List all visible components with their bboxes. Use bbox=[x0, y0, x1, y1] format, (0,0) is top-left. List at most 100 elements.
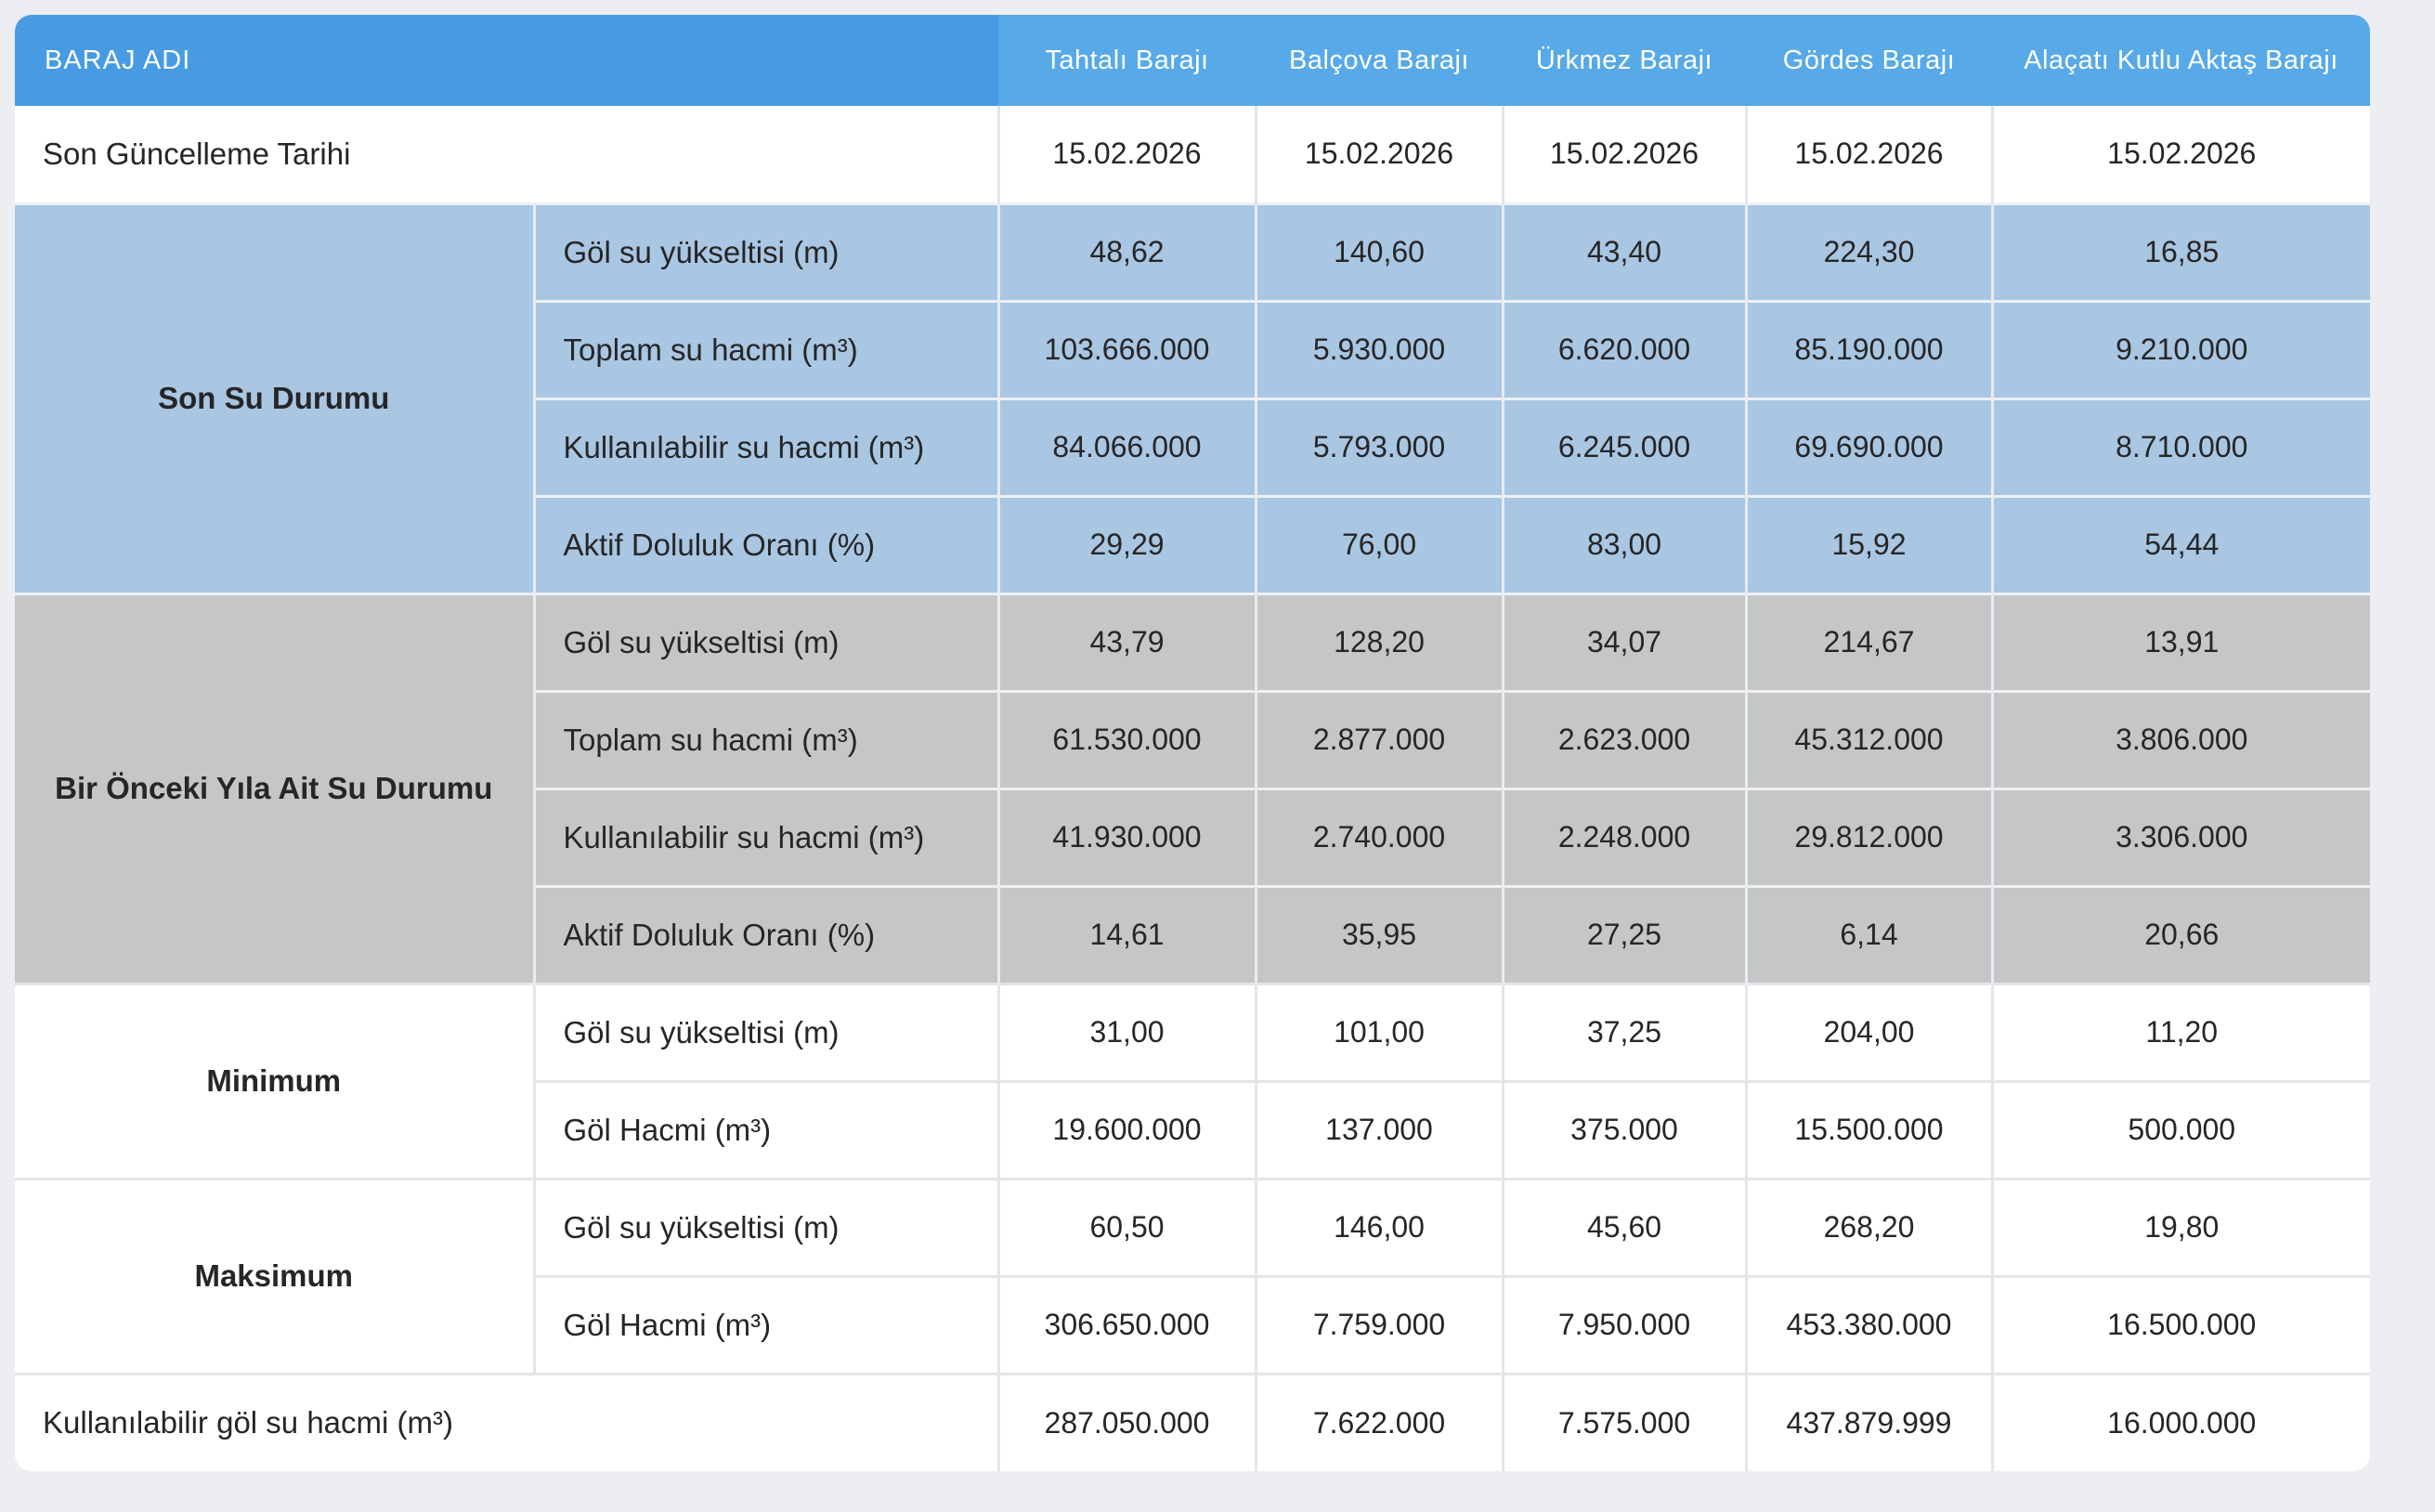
footer-row: Kullanılabilir göl su hacmi (m³) 287.050… bbox=[15, 1372, 2370, 1471]
value-cell: 5.793.000 bbox=[1254, 397, 1503, 496]
value-cell: 27,25 bbox=[1501, 884, 1746, 984]
table-row: Kullanılabilir su hacmi (m³) 41.930.000 … bbox=[15, 787, 2370, 886]
table-row: Minimum Göl su yükseltisi (m) 31,00 101,… bbox=[15, 982, 2370, 1179]
row-label: Kullanılabilir su hacmi (m³) bbox=[532, 787, 998, 886]
value-cell: 45.312.000 bbox=[1744, 689, 1992, 789]
value-cell: 85.190.000 bbox=[1744, 299, 1992, 398]
column-header-gordes: Gördes Barajı bbox=[1746, 15, 1992, 106]
value-cell: 500.000 bbox=[1990, 1079, 2370, 1179]
table-row: Aktif Doluluk Oranı (%) 14,61 35,95 27,2… bbox=[15, 884, 2370, 984]
value-cell: 146,00 bbox=[1254, 1177, 1503, 1276]
value-cell: 61.530.000 bbox=[996, 689, 1256, 789]
value-cell: 41.930.000 bbox=[996, 787, 1256, 886]
value-cell: 101,00 bbox=[1254, 982, 1503, 1081]
row-label: Göl su yükseltisi (m) bbox=[532, 592, 998, 691]
value-cell: 14,61 bbox=[996, 884, 1256, 984]
dam-status-card: BARAJ ADI Tahtalı Barajı Balçova Barajı … bbox=[15, 15, 2370, 1471]
value-cell: 15.02.2026 bbox=[1254, 106, 1503, 203]
row-label: Göl Hacmi (m³) bbox=[532, 1274, 998, 1374]
section-label-maksimum: Maksimum bbox=[15, 1177, 534, 1374]
header-baraj-adi: BARAJ ADI bbox=[15, 15, 998, 106]
table-row: Toplam su hacmi (m³) 103.666.000 5.930.0… bbox=[15, 299, 2370, 398]
value-cell: 84.066.000 bbox=[996, 397, 1256, 496]
value-cell: 140,60 bbox=[1254, 202, 1503, 301]
value-cell: 48,62 bbox=[996, 202, 1256, 301]
value-cell: 43,79 bbox=[996, 592, 1256, 691]
row-label-usable-lake-volume: Kullanılabilir göl su hacmi (m³) bbox=[15, 1372, 998, 1471]
value-cell: 29,29 bbox=[996, 494, 1256, 593]
table-row: Göl Hacmi (m³) 19.600.000 137.000 375.00… bbox=[15, 1079, 2370, 1179]
header-row: BARAJ ADI Tahtalı Barajı Balçova Barajı … bbox=[15, 15, 2370, 106]
value-cell: 2.623.000 bbox=[1501, 689, 1746, 789]
value-cell: 43,40 bbox=[1501, 202, 1746, 301]
value-cell: 128,20 bbox=[1254, 592, 1503, 691]
table-row: Toplam su hacmi (m³) 61.530.000 2.877.00… bbox=[15, 689, 2370, 789]
value-cell: 19.600.000 bbox=[996, 1079, 1256, 1179]
value-cell: 15.02.2026 bbox=[1744, 106, 1992, 203]
value-cell: 7.575.000 bbox=[1501, 1372, 1746, 1471]
row-label: Aktif Doluluk Oranı (%) bbox=[532, 494, 998, 593]
row-label: Göl su yükseltisi (m) bbox=[532, 202, 998, 301]
value-cell: 9.210.000 bbox=[1990, 299, 2370, 398]
value-cell: 35,95 bbox=[1254, 884, 1503, 984]
value-cell: 29.812.000 bbox=[1744, 787, 1992, 886]
row-label: Kullanılabilir su hacmi (m³) bbox=[532, 397, 998, 496]
value-cell: 37,25 bbox=[1501, 982, 1746, 1081]
value-cell: 15.02.2026 bbox=[1990, 106, 2370, 203]
value-cell: 103.666.000 bbox=[996, 299, 1256, 398]
row-label: Toplam su hacmi (m³) bbox=[532, 299, 998, 398]
value-cell: 8.710.000 bbox=[1990, 397, 2370, 496]
value-cell: 76,00 bbox=[1254, 494, 1503, 593]
value-cell: 3.806.000 bbox=[1990, 689, 2370, 789]
section-label-minimum: Minimum bbox=[15, 982, 534, 1179]
section-label-onceki-yil: Bir Önceki Yıla Ait Su Durumu bbox=[15, 592, 534, 984]
column-header-alacati: Alaçatı Kutlu Aktaş Barajı bbox=[1992, 15, 2370, 106]
row-label: Göl su yükseltisi (m) bbox=[532, 982, 998, 1081]
value-cell: 6,14 bbox=[1744, 884, 1992, 984]
value-cell: 6.245.000 bbox=[1501, 397, 1746, 496]
value-cell: 7.759.000 bbox=[1254, 1274, 1503, 1374]
value-cell: 2.740.000 bbox=[1254, 787, 1503, 886]
value-cell: 437.879.999 bbox=[1744, 1372, 1992, 1471]
value-cell: 16,85 bbox=[1990, 202, 2370, 301]
value-cell: 54,44 bbox=[1990, 494, 2370, 593]
value-cell: 204,00 bbox=[1744, 982, 1992, 1081]
value-cell: 6.620.000 bbox=[1501, 299, 1746, 398]
value-cell: 453.380.000 bbox=[1744, 1274, 1992, 1374]
section-label-son-su-durumu: Son Su Durumu bbox=[15, 202, 534, 593]
value-cell: 287.050.000 bbox=[996, 1372, 1256, 1471]
value-cell: 83,00 bbox=[1501, 494, 1746, 593]
update-date-row: Son Güncelleme Tarihi 15.02.2026 15.02.2… bbox=[15, 106, 2370, 203]
row-label: Toplam su hacmi (m³) bbox=[532, 689, 998, 789]
value-cell: 7.622.000 bbox=[1254, 1372, 1503, 1471]
value-cell: 11,20 bbox=[1990, 982, 2370, 1081]
table-row: Maksimum Göl su yükseltisi (m) 60,50 146… bbox=[15, 1177, 2370, 1374]
value-cell: 137.000 bbox=[1254, 1079, 1503, 1179]
table-row: Son Su Durumu Göl su yükseltisi (m) 48,6… bbox=[15, 202, 2370, 593]
row-label-update-date: Son Güncelleme Tarihi bbox=[15, 106, 998, 203]
value-cell: 3.306.000 bbox=[1990, 787, 2370, 886]
value-cell: 2.248.000 bbox=[1501, 787, 1746, 886]
row-label: Aktif Doluluk Oranı (%) bbox=[532, 884, 998, 984]
value-cell: 5.930.000 bbox=[1254, 299, 1503, 398]
value-cell: 375.000 bbox=[1501, 1079, 1746, 1179]
value-cell: 268,20 bbox=[1744, 1177, 1992, 1276]
value-cell: 60,50 bbox=[996, 1177, 1256, 1276]
value-cell: 15.02.2026 bbox=[996, 106, 1256, 203]
value-cell: 214,67 bbox=[1744, 592, 1992, 691]
value-cell: 31,00 bbox=[996, 982, 1256, 1081]
table-row: Bir Önceki Yıla Ait Su Durumu Göl su yük… bbox=[15, 592, 2370, 984]
value-cell: 15,92 bbox=[1744, 494, 1992, 593]
value-cell: 13,91 bbox=[1990, 592, 2370, 691]
value-cell: 45,60 bbox=[1501, 1177, 1746, 1276]
column-header-balcova: Balçova Barajı bbox=[1256, 15, 1503, 106]
value-cell: 20,66 bbox=[1990, 884, 2370, 984]
dam-status-table: BARAJ ADI Tahtalı Barajı Balçova Barajı … bbox=[15, 15, 2370, 1471]
row-label: Göl su yükseltisi (m) bbox=[532, 1177, 998, 1276]
table-row: Aktif Doluluk Oranı (%) 29,29 76,00 83,0… bbox=[15, 494, 2370, 593]
value-cell: 224,30 bbox=[1744, 202, 1992, 301]
value-cell: 34,07 bbox=[1501, 592, 1746, 691]
column-header-urkmez: Ürkmez Barajı bbox=[1503, 15, 1746, 106]
value-cell: 15.02.2026 bbox=[1501, 106, 1746, 203]
